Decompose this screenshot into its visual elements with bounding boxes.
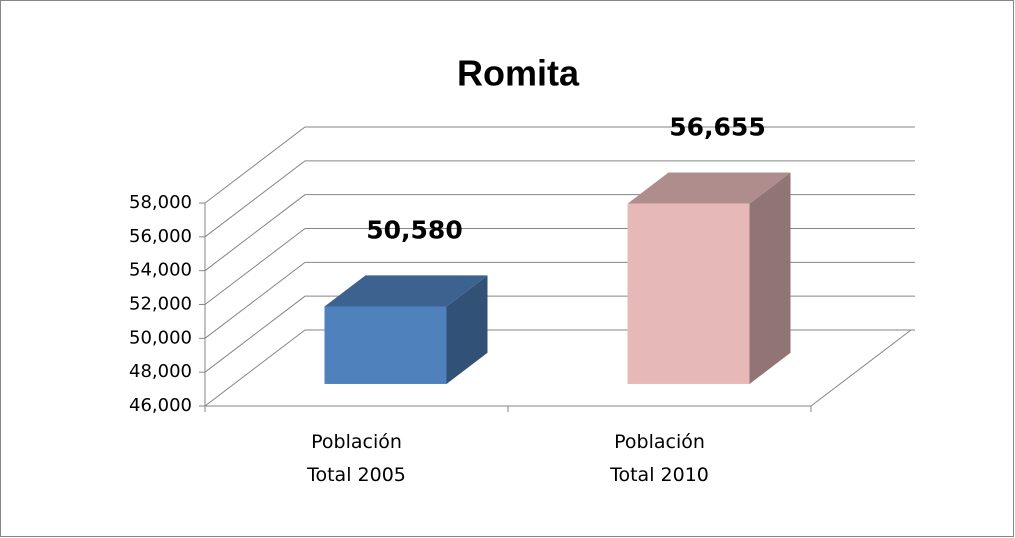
grid-line [204, 261, 915, 339]
y-tick-label: 58,000 [129, 192, 192, 213]
y-tick-label: 46,000 [129, 395, 192, 416]
grid-line [204, 126, 915, 204]
data-label: 56,655 [669, 113, 765, 142]
x-tick-label: Población Total 2010 [610, 431, 709, 486]
y-tick-label: 54,000 [129, 260, 192, 281]
y-tick-label: 50,000 [129, 327, 192, 348]
grid-line [204, 228, 915, 305]
floor-edge [810, 329, 912, 407]
y-tick-label: 56,000 [129, 226, 192, 247]
chart-title: Romita [457, 53, 580, 94]
bar [324, 306, 447, 384]
x-tick-label: Población Total 2005 [307, 431, 406, 486]
data-label: 50,580 [366, 215, 462, 244]
bar [627, 203, 750, 384]
grid-line [204, 329, 915, 407]
grid-line [204, 194, 915, 272]
y-tick-label: 52,000 [129, 294, 192, 315]
bar-top [324, 275, 488, 307]
bar-side [446, 275, 488, 384]
bar-side [749, 172, 791, 384]
bar-top [627, 172, 791, 204]
grid-line [204, 295, 915, 373]
grid-line [204, 160, 915, 238]
y-tick-label: 48,000 [129, 361, 192, 382]
